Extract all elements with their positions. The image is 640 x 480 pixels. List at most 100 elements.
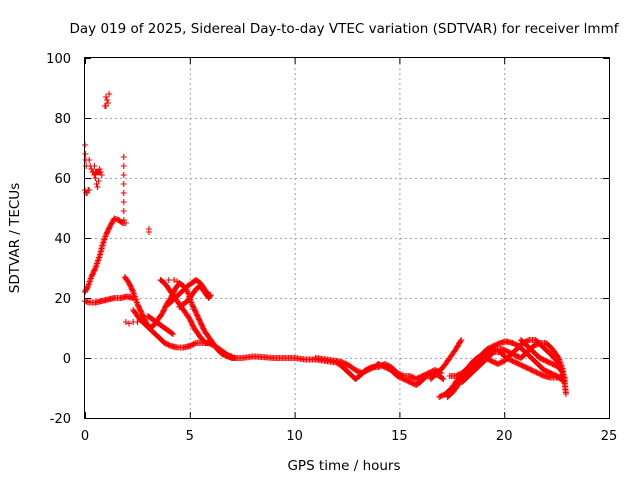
data-point-declining-1 xyxy=(129,287,136,294)
data-point-rising-arc xyxy=(104,229,111,236)
data-point-declining-1 xyxy=(193,311,200,318)
data-point-rising-arc xyxy=(102,232,109,238)
data-point-isolated xyxy=(102,94,109,100)
data-point-declining-1 xyxy=(199,324,206,331)
x-tick-label: 10 xyxy=(286,429,303,444)
data-point-isolated xyxy=(120,172,127,178)
x-tick-label: 0 xyxy=(81,429,89,444)
x-tick-label: 15 xyxy=(391,429,408,444)
data-point-declining-1 xyxy=(137,308,144,315)
data-point-rising-arc xyxy=(84,284,91,291)
data-marks xyxy=(82,91,570,400)
data-point-declining-1 xyxy=(140,313,147,320)
data-point-isolated xyxy=(126,320,133,327)
data-point-bump-a xyxy=(189,322,196,329)
data-point-isolated xyxy=(95,178,102,184)
data-point-declining-1 xyxy=(191,306,198,313)
data-point-declining-1 xyxy=(200,325,207,332)
x-axis-label: GPS time / hours xyxy=(287,458,400,474)
y-tick-label: 100 xyxy=(46,52,71,67)
data-point-declining-1 xyxy=(129,286,136,293)
data-point-declining-1 xyxy=(161,306,168,313)
data-point-isolated xyxy=(82,151,89,157)
data-point-declining-1 xyxy=(162,303,169,310)
data-point-declining-1 xyxy=(188,301,195,307)
data-point-declining-1 xyxy=(192,308,199,315)
data-point-isolated xyxy=(120,208,127,214)
data-point-late-4 xyxy=(525,337,532,344)
data-point-declining-1 xyxy=(137,307,144,314)
data-point-declining-1 xyxy=(138,310,145,316)
y-axis-label: SDTVAR / TECUs xyxy=(7,183,23,293)
y-tick-label: 40 xyxy=(54,232,71,247)
y-tick-label: 80 xyxy=(54,112,71,127)
data-point-rising-arc xyxy=(88,274,95,280)
data-point-isolated xyxy=(86,157,93,163)
data-point-isolated xyxy=(174,278,181,285)
data-point-late-5 xyxy=(489,350,496,356)
data-point-declining-1 xyxy=(126,280,133,286)
data-point-rising-arc xyxy=(90,268,97,275)
data-point-declining-1 xyxy=(159,310,166,316)
data-point-bump-a xyxy=(186,316,193,322)
y-tick-label: 20 xyxy=(54,292,71,307)
data-point-isolated xyxy=(120,199,127,205)
data-point-bump-c xyxy=(207,293,214,299)
data-point-declining-1 xyxy=(134,301,141,307)
data-point-declining-1 xyxy=(161,304,168,311)
data-point-isolated xyxy=(120,217,127,223)
data-point-declining-1 xyxy=(139,312,146,319)
plot-frame xyxy=(84,57,610,419)
data-point-isolated xyxy=(96,166,103,172)
data-point-declining-2 xyxy=(191,340,198,347)
data-point-rising-arc xyxy=(88,272,95,279)
data-point-declining-1 xyxy=(193,310,200,316)
data-point-isolated xyxy=(97,169,104,175)
data-point-rising-arc xyxy=(105,226,112,233)
data-point-isolated xyxy=(120,163,127,169)
data-point-bump-a xyxy=(189,321,196,328)
data-point-declining-1 xyxy=(134,302,141,309)
data-point-rising-arc xyxy=(90,270,97,277)
data-point-bump-a xyxy=(187,317,194,324)
data-point-bump-a xyxy=(188,319,195,326)
data-point-declining-1 xyxy=(191,307,198,314)
data-point-declining-1 xyxy=(199,322,206,329)
data-point-isolated xyxy=(165,277,172,283)
x-tick-labels: 0 5 10 15 20 25 xyxy=(81,429,617,444)
chart-title: Day 019 of 2025, Sidereal Day-to-day VTE… xyxy=(70,21,620,37)
data-point-isolated xyxy=(105,100,112,106)
data-point-late-6 xyxy=(559,368,566,375)
data-point-declining-1 xyxy=(190,304,197,311)
data-point-isolated xyxy=(86,187,93,193)
data-point-late-6 xyxy=(559,370,566,376)
x-tick-label: 20 xyxy=(496,429,513,444)
data-point-declining-1 xyxy=(126,281,133,288)
data-point-declining-1 xyxy=(160,307,167,314)
data-point-isolated xyxy=(91,163,98,169)
data-point-isolated xyxy=(98,172,105,178)
data-point-bump-a xyxy=(187,318,194,325)
data-point-declining-1 xyxy=(195,315,202,322)
data-point-declining-1 xyxy=(197,320,204,327)
data-point-midday-2 xyxy=(440,376,447,382)
data-point-declining-1 xyxy=(127,283,134,290)
data-point-track-3 xyxy=(168,330,175,337)
data-point-rising-arc xyxy=(105,225,112,232)
data-point-isolated xyxy=(120,154,127,160)
y-tick-label: -20 xyxy=(50,412,71,427)
data-point-isolated xyxy=(145,229,152,235)
y-tick-label: 60 xyxy=(54,172,71,187)
data-point-declining-1 xyxy=(198,321,205,328)
data-point-isolated xyxy=(104,97,111,103)
data-point-declining-1 xyxy=(128,285,135,292)
data-point-isolated xyxy=(122,319,129,325)
data-point-rising-arc xyxy=(91,266,98,273)
data-point-midday-2 xyxy=(439,375,446,382)
data-point-late-3 xyxy=(563,391,570,397)
data-point-late-1 xyxy=(458,337,465,343)
y-tick-labels: -20 0 20 40 60 80 100 xyxy=(46,52,71,427)
data-point-declining-1 xyxy=(190,303,197,310)
data-point-isolated xyxy=(92,175,99,181)
